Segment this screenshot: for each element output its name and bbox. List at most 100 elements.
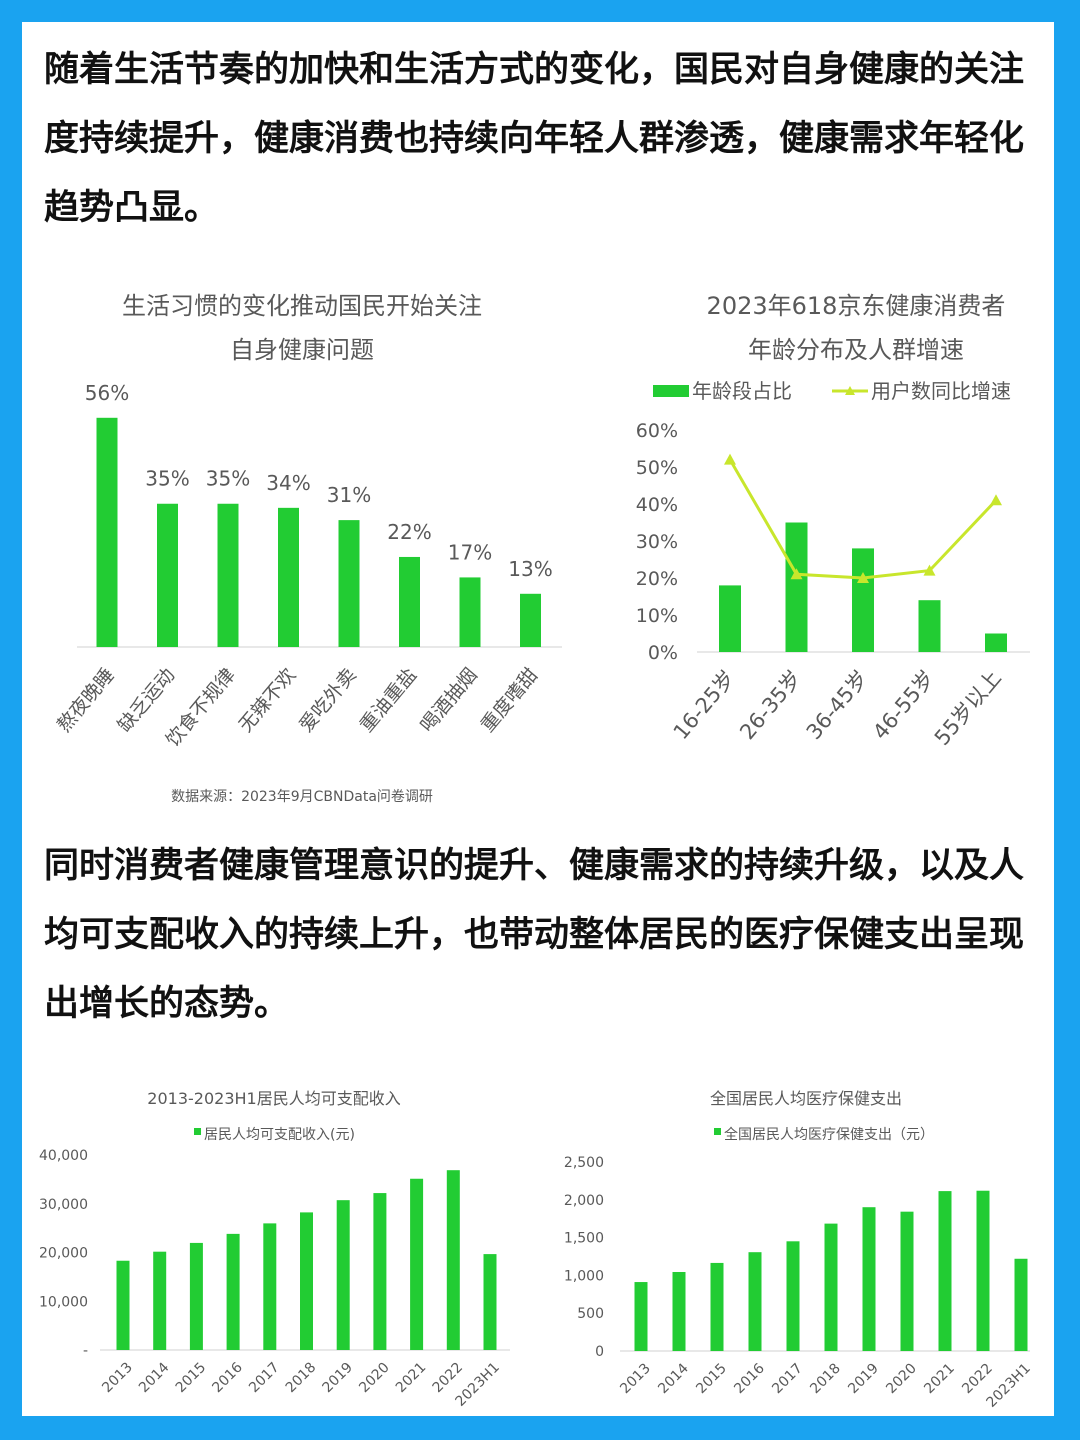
chart3-bar-1 (153, 1251, 167, 1350)
chart2-legend-line-label: 用户数同比增速 (871, 379, 1011, 403)
chart3-category-label-7: 2020 (356, 1360, 393, 1397)
chart2-legend-line-marker (845, 386, 855, 395)
chart4-bar-6 (862, 1207, 876, 1351)
chart4-category-label-6: 2019 (845, 1361, 882, 1398)
chart1-data-label-4: 31% (327, 483, 371, 507)
chart1-category-label-6: 喝酒抽烟 (416, 664, 482, 736)
chart2-ytick-4: 40% (636, 494, 678, 516)
chart2-category-label-2: 36-45岁 (802, 666, 873, 744)
chart1-data-label-6: 17% (448, 540, 492, 564)
chart4-bar-7 (900, 1211, 914, 1351)
chart4-bar-8 (938, 1191, 952, 1351)
chart2-category-label-1: 26-35岁 (735, 666, 806, 744)
chart1-title-line-1: 自身健康问题 (230, 336, 374, 364)
middle-paragraph: 同时消费者健康管理意识的提升、健康需求的持续升级，以及人均可支配收入的持续上升，… (44, 846, 1025, 1024)
chart2-growth-point-0 (724, 453, 736, 465)
chart4-ytick-5: 2,500 (564, 1155, 604, 1171)
chart3-ytick-3: 30,000 (39, 1197, 88, 1213)
chart2-bar-2 (852, 548, 874, 652)
chart1-bar-2 (217, 503, 239, 647)
chart1-bar-4 (338, 520, 360, 647)
chart1-data-label-2: 35% (206, 467, 250, 491)
chart4-ytick-3: 1,500 (564, 1231, 604, 1247)
chart4-bar-1 (672, 1271, 686, 1351)
chart2-title-line-1: 年龄分布及人群增速 (748, 336, 964, 364)
chart3-ytick-2: 20,000 (39, 1246, 88, 1262)
chart1-category-label-7: 重度嗜甜 (477, 664, 543, 736)
chart3-bar-5 (300, 1212, 313, 1350)
chart4-bar-2 (710, 1262, 724, 1351)
chart2-growth-point-1 (790, 568, 803, 580)
chart2-ytick-3: 30% (636, 531, 678, 553)
chart4-category-label-1: 2014 (655, 1360, 692, 1397)
chart3-ytick-4: 40,000 (39, 1148, 88, 1164)
chart3-bar-6 (336, 1200, 350, 1350)
chart2-ytick-2: 20% (636, 568, 678, 590)
chart4-category-label-3: 2016 (731, 1360, 768, 1397)
chart3-bar-10 (483, 1254, 497, 1350)
chart3-bar-0 (116, 1260, 130, 1350)
chart2-category-label-0: 16-25岁 (669, 666, 740, 744)
chart4-ytick-2: 1,000 (564, 1268, 604, 1284)
chart4-category-label-0: 2013 (617, 1361, 654, 1398)
chart1-bar-0 (96, 417, 118, 647)
chart2-bar-4 (985, 633, 1007, 652)
chart3-title: 2013-2023H1居民人均可支配收入 (147, 1089, 400, 1108)
chart4-category-label-4: 2017 (769, 1361, 806, 1398)
chart1-bar-7 (520, 593, 541, 647)
chart3-bar-4 (263, 1223, 277, 1350)
chart2-title-line-0: 2023年618京东健康消费者 (707, 292, 1006, 320)
chart1-category-label-5: 重油重盐 (356, 664, 422, 736)
chart1-bar-1 (157, 503, 178, 647)
chart4-ytick-1: 500 (577, 1306, 604, 1322)
chart1-category-label-0: 熬夜晚睡 (53, 664, 119, 736)
chart1-category-label-3: 无辣不欢 (235, 664, 301, 736)
chart1-data-label-0: 56% (85, 381, 129, 405)
chart2-ytick-5: 50% (636, 457, 678, 479)
chart2-bar-1 (785, 522, 808, 652)
chart1-bar-6 (459, 577, 481, 647)
chart4-legend-swatch (714, 1128, 721, 1135)
chart3-ytick-0: - (83, 1343, 88, 1359)
chart3-category-label-6: 2019 (320, 1360, 357, 1397)
chart4-bar-5 (824, 1223, 838, 1351)
chart3-bar-7 (373, 1193, 387, 1350)
chart4-bar-9 (976, 1190, 990, 1351)
chart1-title-line-0: 生活习惯的变化推动国民开始关注 (122, 292, 482, 320)
chart3-category-label-0: 2013 (99, 1360, 136, 1397)
chart1-data-label-7: 13% (508, 557, 552, 581)
chart3-ytick-1: 10,000 (39, 1294, 88, 1310)
chart2-category-label-4: 55岁以上 (930, 666, 1006, 750)
chart2-growth-point-4 (990, 494, 1002, 506)
chart1-data-label-3: 34% (266, 471, 310, 495)
chart1-data-label-5: 22% (387, 520, 431, 544)
chart4-ytick-4: 2,000 (564, 1193, 604, 1209)
chart2-category-label-3: 46-55岁 (868, 666, 939, 744)
chart3-bar-2 (189, 1242, 203, 1350)
chart3-bar-3 (226, 1233, 240, 1350)
chart1-data-label-1: 35% (145, 467, 189, 491)
chart3-legend-swatch (194, 1128, 201, 1135)
chart2-growth-point-3 (923, 564, 936, 576)
chart1-category-label-4: 爱吃外卖 (295, 664, 361, 736)
content-panel: 随着生活节奏的加快和生活方式的变化，国民对自身健康的关注度持续提升，健康消费也持… (22, 22, 1054, 1416)
chart1-category-label-1: 缺乏运动 (114, 664, 180, 736)
chart4-bar-3 (748, 1252, 762, 1351)
chart3-category-label-2: 2015 (173, 1360, 210, 1397)
chart4-ytick-0: 0 (595, 1344, 604, 1360)
chart4-bar-10 (1014, 1258, 1028, 1351)
chart3-category-label-5: 2018 (283, 1360, 320, 1397)
chart4-title: 全国居民人均医疗保健支出 (710, 1089, 902, 1108)
chart2-ytick-1: 10% (636, 605, 678, 627)
chart1-bar-3 (278, 507, 299, 647)
chart4-category-label-8: 2021 (921, 1361, 958, 1398)
chart4-bar-0 (634, 1282, 648, 1351)
chart1-bar-5 (399, 556, 420, 647)
chart3-legend-label: 居民人均可支配收入(元) (204, 1127, 355, 1143)
chart3-bar-8 (410, 1178, 424, 1350)
chart2-legend-bar-label: 年龄段占比 (692, 379, 792, 403)
chart3-category-label-4: 2017 (246, 1360, 283, 1397)
